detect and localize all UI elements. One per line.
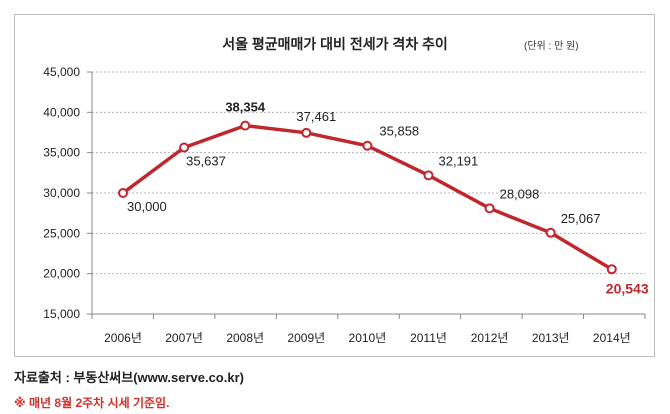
- data-point: [118, 188, 128, 198]
- y-tick-label: 25,000: [43, 226, 80, 240]
- data-label: 28,098: [500, 186, 540, 201]
- x-tick-label: 2012년: [471, 331, 509, 345]
- x-tick-label: 2006년: [104, 331, 142, 345]
- data-label: 30,000: [127, 199, 167, 214]
- chart-title: 서울 평균매매가 대비 전세가 격차 추이: [222, 36, 448, 52]
- data-point: [484, 203, 495, 214]
- data-label: 25,067: [561, 211, 601, 226]
- data-label: 38,354: [225, 100, 266, 115]
- y-tick-label: 30,000: [43, 186, 80, 200]
- data-label: 37,461: [296, 109, 336, 124]
- y-tick-label: 20,000: [43, 267, 80, 281]
- data-label: 32,191: [439, 153, 479, 168]
- x-tick-label: 2014년: [593, 331, 631, 345]
- data-point: [606, 264, 617, 275]
- x-tick-label: 2011년: [410, 331, 447, 345]
- data-point: [179, 142, 190, 153]
- data-point: [423, 170, 434, 181]
- chart-frame: [14, 14, 655, 357]
- unit-label: (단위 : 만 원): [524, 41, 579, 52]
- data-point: [240, 120, 251, 131]
- data-point: [301, 127, 312, 138]
- data-label: 35,637: [186, 154, 226, 169]
- source-text: 자료출처 : 부동산써브(www.serve.co.kr): [14, 370, 244, 385]
- data-point: [362, 140, 373, 151]
- y-tick-label: 35,000: [43, 146, 80, 160]
- y-tick-label: 45,000: [43, 65, 80, 79]
- x-tick-label: 2008년: [226, 331, 264, 345]
- y-tick-label: 40,000: [43, 105, 80, 119]
- data-point: [545, 227, 556, 238]
- data-label: 35,858: [379, 124, 419, 139]
- note-text: ※ 매년 8월 2주차 시세 기준임.: [14, 396, 170, 410]
- data-label: 20,543: [606, 280, 649, 296]
- x-tick-label: 2010년: [349, 331, 387, 345]
- x-tick-label: 2009년: [287, 331, 325, 345]
- x-tick-label: 2007년: [165, 331, 203, 345]
- x-tick-label: 2013년: [532, 331, 570, 345]
- y-tick-label: 15,000: [43, 307, 80, 321]
